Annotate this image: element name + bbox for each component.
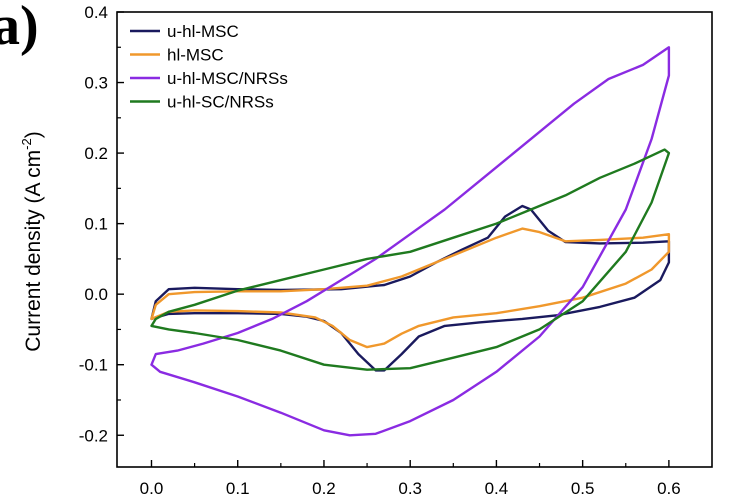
- series-line-1: [150, 204, 671, 372]
- y-tick-label: 0.1: [84, 215, 108, 234]
- legend: u-hl-MSC hl-MSC u-hl-MSC/NRSs u-hl-SC/NRSs: [130, 22, 288, 112]
- x-tick-label: 0.3: [398, 479, 422, 498]
- legend-label-4: u-hl-SC/NRSs: [167, 93, 274, 112]
- x-tick-label: 0.2: [312, 479, 336, 498]
- series-line-2: [150, 227, 671, 349]
- y-axis-title: Current density (A cm-2): [19, 131, 45, 351]
- legend-label-1: u-hl-MSC: [167, 22, 239, 41]
- panel-label: a): [0, 0, 39, 57]
- legend-label-3: u-hl-MSC/NRSs: [167, 69, 288, 88]
- y-tick-label: -0.1: [79, 356, 108, 375]
- y-axis-title-superscript: -2: [19, 138, 34, 150]
- y-tick-label: 0.3: [84, 74, 108, 93]
- x-tick-label: 0.6: [657, 479, 681, 498]
- series-line-3: [150, 46, 671, 437]
- y-axis-title-close: ): [22, 131, 45, 138]
- series-layer: [150, 46, 671, 437]
- legend-label-2: hl-MSC: [167, 46, 224, 65]
- y-tick-label: 0.0: [84, 285, 108, 304]
- x-tick-label: 0.1: [226, 479, 250, 498]
- plot-frame: [116, 11, 713, 468]
- y-tick-label: 0.4: [84, 3, 108, 22]
- x-tick-label: 0.4: [485, 479, 509, 498]
- axes-layer: -0.2 -0.1 0.0 0.1 0.2 0.3 0.4 0.0 0.1 0.2 0.3 0.4 0.…: [79, 3, 713, 498]
- series-line-4: [150, 148, 671, 371]
- y-axis-title-main: Current density (A cm: [22, 150, 45, 352]
- y-tick-label: 0.2: [84, 144, 108, 163]
- x-tick-label: 0.5: [571, 479, 595, 498]
- x-tick-label: 0.0: [140, 479, 164, 498]
- y-tick-label: -0.2: [79, 426, 108, 445]
